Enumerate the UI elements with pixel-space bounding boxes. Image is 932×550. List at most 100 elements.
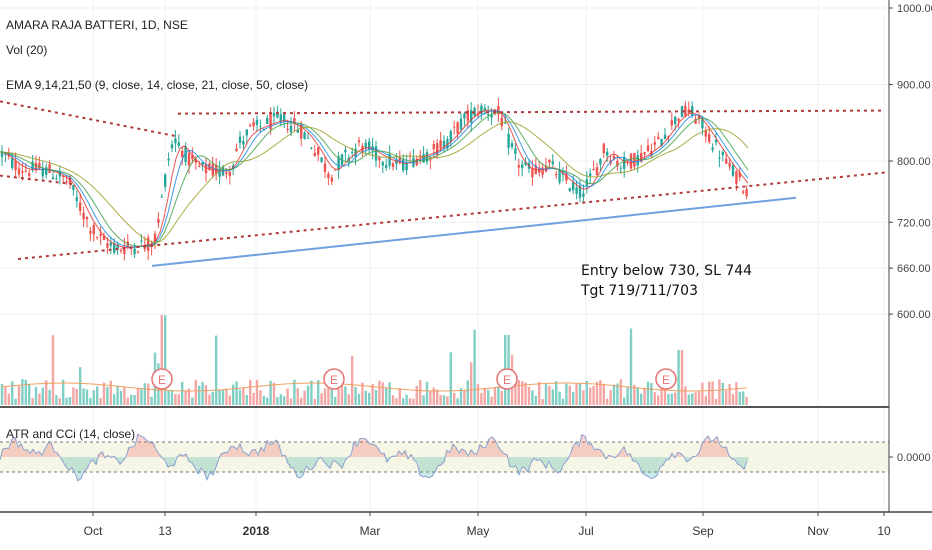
candle-body <box>262 128 265 130</box>
candle-body <box>279 114 282 122</box>
volume-bar <box>721 382 724 405</box>
volume-bar <box>262 395 265 405</box>
volume-bar <box>123 387 126 405</box>
volume-bar <box>143 383 146 405</box>
volume-bar <box>313 398 316 405</box>
volume-bar <box>31 397 34 405</box>
candle-body <box>225 172 228 175</box>
candle-body <box>62 175 65 177</box>
price-axis: 1000.00 900.00 800.00 720.00 660.00 600.00 <box>889 3 932 321</box>
volume-bar <box>187 388 191 405</box>
volume-bar <box>327 380 330 405</box>
candle-body <box>153 233 157 242</box>
volume-bar <box>592 386 595 405</box>
candle-body <box>368 141 371 150</box>
volume-bar <box>184 390 187 405</box>
candle-body <box>354 148 357 157</box>
candle-body <box>650 151 653 157</box>
volume-bar <box>701 382 704 405</box>
candle-body <box>555 174 558 176</box>
volume-bar <box>79 367 82 405</box>
volume-bar <box>38 393 41 405</box>
volume-bar <box>704 395 707 405</box>
candle-body <box>0 151 4 157</box>
volume-bar <box>34 386 38 405</box>
candle-body <box>691 106 694 116</box>
volume-bar <box>589 387 592 405</box>
osc-legend[interactable]: ATR and CCi (14, close) <box>6 427 136 441</box>
symbol-legend[interactable]: AMARA RAJA BATTERI, 1D, NSE <box>6 18 188 32</box>
price-tick-label: 900.00 <box>897 80 931 92</box>
candle-body <box>721 151 724 156</box>
volume-bar <box>738 391 741 405</box>
candle-body <box>317 147 320 155</box>
volume-bar <box>164 315 167 405</box>
candle-body <box>51 177 55 180</box>
volume-bar <box>245 395 248 405</box>
volume-bar <box>174 394 177 405</box>
volume-bar <box>228 395 231 405</box>
volume-bar <box>711 381 714 405</box>
volume-bar <box>279 394 282 405</box>
volume-bar <box>691 393 694 405</box>
candle-body <box>415 158 418 166</box>
candle-body <box>602 143 605 154</box>
volume-bar <box>303 390 306 405</box>
volume-bar <box>453 393 456 405</box>
ema-legend[interactable]: EMA 9,14,21,50 (9, close, 14, close, 21,… <box>6 78 309 92</box>
volume-bar <box>548 385 551 405</box>
candle-body <box>725 158 728 164</box>
candle-body <box>119 250 123 252</box>
volume-bar <box>48 389 51 405</box>
osc-line <box>0 433 748 482</box>
volume-bar <box>643 387 646 405</box>
candle-body <box>174 138 177 144</box>
candle-body <box>259 125 262 127</box>
volume-bar <box>742 391 745 405</box>
candle-body <box>599 159 602 165</box>
volume-bar <box>55 395 58 405</box>
volume-bar <box>585 380 588 405</box>
volume-bar <box>419 380 422 405</box>
volume-bar <box>306 385 310 405</box>
candle-body <box>504 122 507 124</box>
candle-body <box>310 147 313 149</box>
candle-body <box>41 168 44 177</box>
candle-body <box>123 246 126 255</box>
candle-body <box>640 153 643 162</box>
candle-body <box>337 156 340 171</box>
volume-bar <box>388 382 391 405</box>
volume-bar <box>667 394 670 405</box>
candles <box>0 97 748 261</box>
trendline-1 <box>0 174 73 185</box>
candle-body <box>79 202 82 211</box>
candle-body <box>589 173 592 176</box>
volume-bar <box>17 385 21 405</box>
volume-bar <box>551 389 554 405</box>
volume-bar <box>735 382 738 405</box>
candle-body <box>160 196 163 198</box>
volume-bars <box>0 314 748 405</box>
candle-body <box>453 126 456 128</box>
candle-body <box>170 144 174 149</box>
volume-bar <box>524 382 527 405</box>
candle-body <box>242 141 245 145</box>
candle-body <box>728 162 731 167</box>
candle-body <box>731 164 735 176</box>
candle-body <box>531 168 534 178</box>
candle-body <box>582 193 585 197</box>
volume-bar <box>215 335 218 405</box>
candle-body <box>364 142 367 149</box>
candle-body <box>11 157 14 168</box>
volume-bar <box>599 380 602 405</box>
volume-bar <box>626 386 629 405</box>
candle-body <box>245 129 248 136</box>
candle-body <box>697 114 701 119</box>
volume-bar <box>490 396 493 405</box>
trade-annotation-line1: Entry below 730, SL 744 <box>581 263 753 279</box>
vol-legend[interactable]: Vol (20) <box>6 43 48 57</box>
candle-body <box>99 233 102 236</box>
candle-body <box>228 171 231 177</box>
candle-body <box>687 109 690 113</box>
